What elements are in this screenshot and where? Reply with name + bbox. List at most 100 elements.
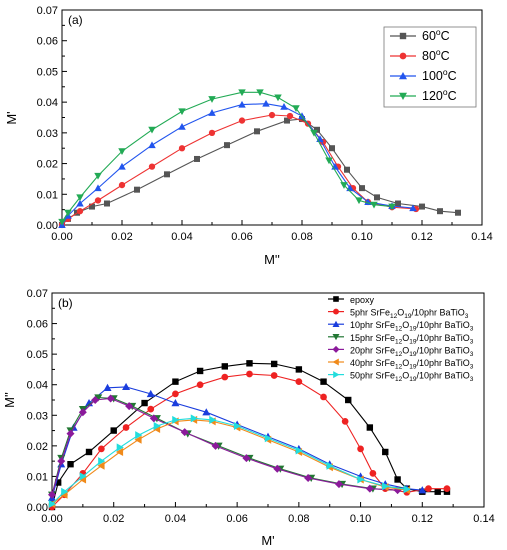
data-point bbox=[97, 461, 105, 470]
legend-label: 100oC bbox=[422, 67, 457, 83]
data-point bbox=[233, 421, 242, 430]
data-point bbox=[246, 360, 253, 367]
x-tick-label: 0.08 bbox=[291, 231, 312, 243]
chart-panel-b: 0.00 0.02 0.04 0.06 0.08 0.10 0.12 0.14 0.00 0.01… bbox=[2, 288, 495, 548]
data-point bbox=[320, 393, 327, 401]
legend-label: 50phr SrFe12O19/10phr BaTiO3 bbox=[350, 371, 474, 384]
y-axis-label-a: M' bbox=[4, 111, 19, 124]
data-point bbox=[149, 414, 158, 423]
data-point bbox=[134, 435, 142, 444]
data-point bbox=[211, 441, 220, 450]
data-point bbox=[115, 447, 124, 456]
data-point bbox=[340, 182, 348, 189]
panel-label-a: (a) bbox=[68, 13, 83, 27]
data-point bbox=[54, 479, 62, 486]
data-point bbox=[98, 457, 106, 466]
data-point bbox=[172, 378, 179, 385]
series-line bbox=[51, 397, 398, 495]
legend-marker bbox=[332, 358, 339, 366]
data-point bbox=[48, 499, 56, 508]
data-point bbox=[443, 485, 451, 493]
data-point bbox=[264, 434, 272, 443]
data-point bbox=[94, 197, 102, 204]
data-point bbox=[164, 171, 170, 178]
data-point bbox=[246, 370, 253, 378]
data-point bbox=[89, 203, 95, 210]
data-point bbox=[394, 476, 401, 483]
data-point bbox=[409, 204, 417, 212]
x-tick-label: 0.14 bbox=[471, 231, 492, 243]
data-point bbox=[118, 148, 126, 156]
data-point bbox=[76, 194, 84, 202]
legend-marker bbox=[333, 308, 339, 315]
x-tick-label: 0.00 bbox=[41, 513, 62, 525]
data-point bbox=[359, 185, 365, 192]
data-point bbox=[190, 414, 198, 423]
data-point bbox=[295, 378, 303, 386]
data-point bbox=[172, 390, 179, 398]
data-point bbox=[382, 482, 390, 491]
data-point bbox=[76, 199, 84, 207]
y-tick-label: 0.04 bbox=[37, 97, 58, 109]
data-point bbox=[254, 128, 260, 135]
data-point bbox=[61, 487, 69, 496]
data-point bbox=[388, 203, 396, 211]
data-point bbox=[224, 142, 230, 149]
data-point bbox=[180, 428, 189, 437]
data-point bbox=[366, 424, 374, 431]
data-point bbox=[58, 218, 66, 226]
data-point bbox=[135, 431, 143, 440]
data-point bbox=[172, 415, 180, 424]
data-point bbox=[106, 394, 115, 403]
data-point bbox=[262, 99, 270, 107]
series bbox=[48, 382, 427, 502]
data-point bbox=[299, 116, 305, 123]
data-point bbox=[341, 418, 349, 425]
data-point bbox=[286, 112, 294, 120]
y-tick-label: 0.05 bbox=[37, 66, 58, 78]
data-point bbox=[370, 201, 378, 209]
data-point bbox=[110, 427, 117, 434]
data-point bbox=[403, 485, 411, 494]
data-point bbox=[141, 399, 148, 407]
legend-marker bbox=[399, 32, 407, 40]
data-point bbox=[256, 89, 264, 97]
y-tick-label: 0.02 bbox=[37, 159, 58, 171]
data-point bbox=[304, 473, 313, 482]
data-point bbox=[292, 105, 300, 113]
data-point bbox=[395, 200, 401, 207]
data-point bbox=[455, 209, 461, 216]
data-point bbox=[344, 166, 350, 173]
series-line bbox=[61, 114, 417, 226]
data-point bbox=[122, 382, 131, 391]
legend-label: 80oC bbox=[422, 47, 450, 63]
data-point bbox=[194, 155, 200, 162]
data-point bbox=[434, 488, 441, 495]
data-point bbox=[238, 100, 246, 108]
data-point bbox=[48, 490, 56, 499]
data-point bbox=[171, 399, 180, 407]
y-tick-label: 0.07 bbox=[37, 5, 58, 17]
data-point bbox=[437, 208, 443, 215]
legend-marker bbox=[333, 371, 340, 379]
data-point bbox=[270, 372, 278, 379]
y-tick-label: 0.03 bbox=[37, 128, 58, 140]
y-tick-label: 0.02 bbox=[27, 441, 48, 453]
data-point bbox=[178, 122, 186, 130]
data-point bbox=[98, 445, 105, 453]
y-tick-label: 0.00 bbox=[37, 220, 58, 232]
data-point bbox=[66, 429, 75, 438]
data-point bbox=[310, 129, 318, 137]
data-point bbox=[79, 472, 87, 481]
data-point bbox=[419, 203, 425, 210]
series-line bbox=[61, 118, 459, 226]
data-point bbox=[270, 360, 278, 368]
data-point bbox=[103, 383, 112, 391]
data-point bbox=[329, 145, 335, 152]
data-point bbox=[365, 484, 374, 493]
data-point bbox=[425, 485, 432, 493]
data-point bbox=[295, 366, 303, 373]
series-line bbox=[51, 397, 398, 495]
data-point bbox=[284, 117, 290, 124]
x-tick-label: 0.12 bbox=[412, 513, 433, 525]
